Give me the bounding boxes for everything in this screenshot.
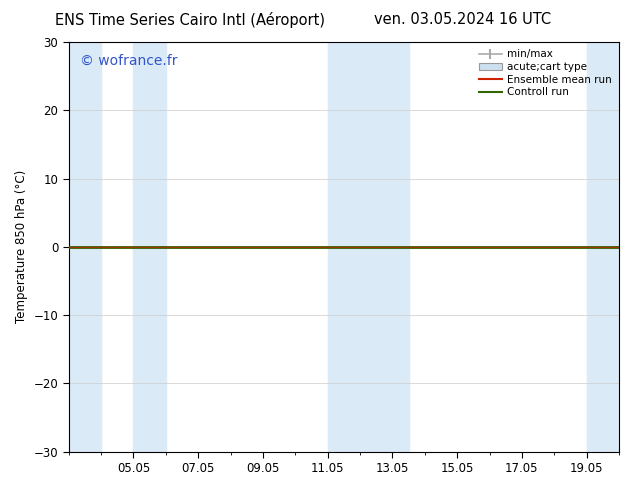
Bar (134, 42, 166, 452)
Bar (586, 42, 619, 452)
Text: © wofrance.fr: © wofrance.fr (80, 54, 178, 68)
Bar (68, 42, 101, 452)
Bar (328, 42, 360, 452)
Y-axis label: Temperature 850 hPa (°C): Temperature 850 hPa (°C) (15, 170, 28, 323)
Text: ven. 03.05.2024 16 UTC: ven. 03.05.2024 16 UTC (374, 12, 552, 27)
Text: ENS Time Series Cairo Intl (Aéroport): ENS Time Series Cairo Intl (Aéroport) (55, 12, 325, 28)
Bar (360, 42, 408, 452)
Legend: min/max, acute;cart type, Ensemble mean run, Controll run: min/max, acute;cart type, Ensemble mean … (475, 45, 616, 101)
